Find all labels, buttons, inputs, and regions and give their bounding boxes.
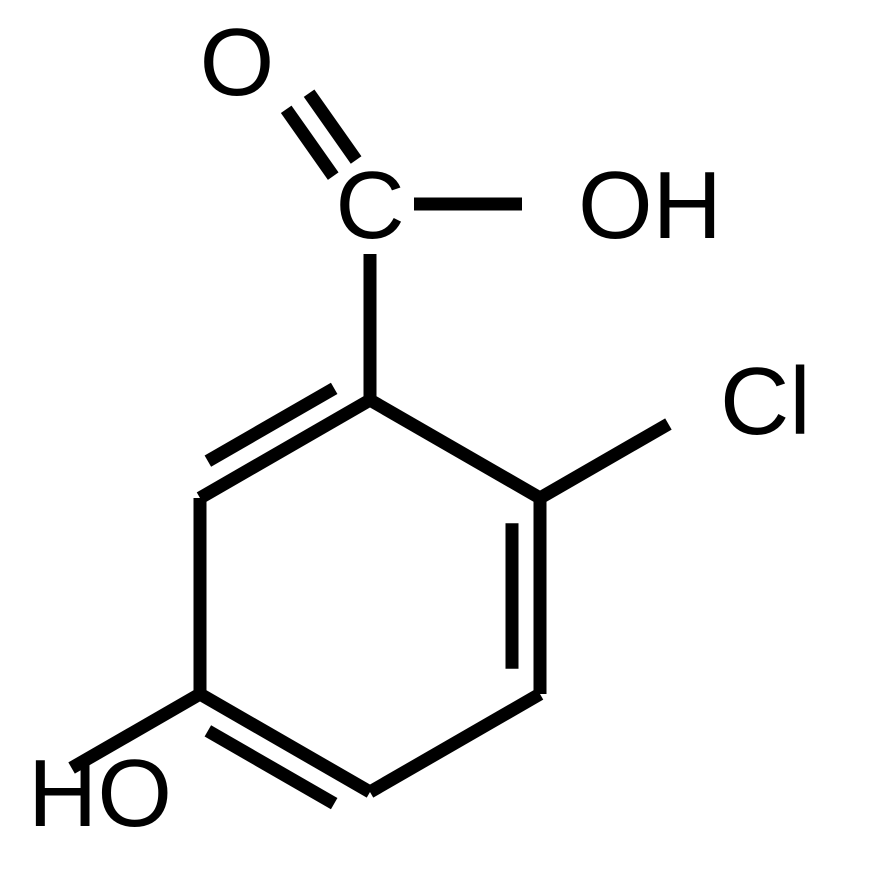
chemical-structure-diagram: OC OH Cl HO [0,0,890,890]
label-O-dbl: O [200,9,275,116]
ring-c3-c4 [370,694,540,792]
label-HO: HO [28,740,172,847]
label-C7: C [335,152,404,259]
c2-cl [540,424,668,498]
ring-c1-c2 [370,400,540,498]
label-OH: OH [578,152,722,259]
label-Cl: Cl [720,348,811,455]
